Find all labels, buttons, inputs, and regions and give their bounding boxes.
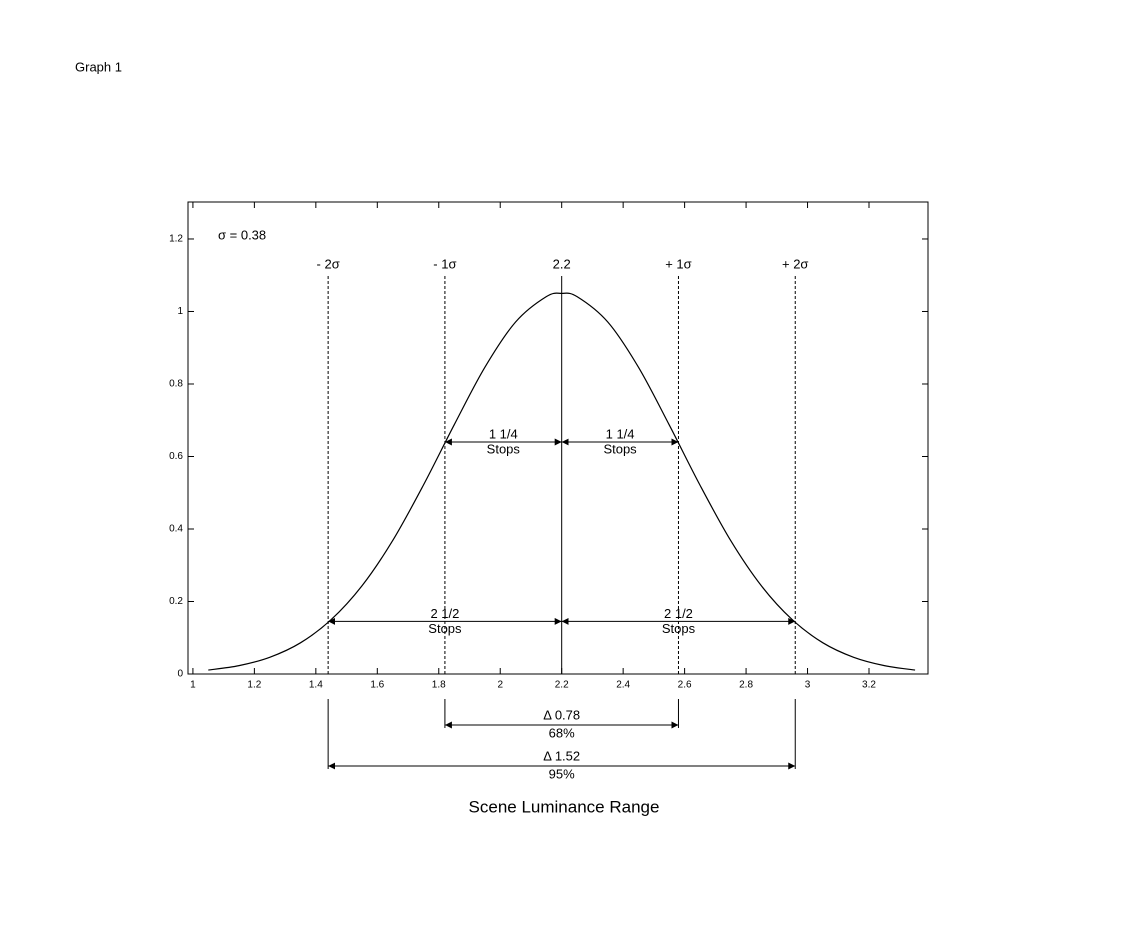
sigma-label: + 1σ <box>665 256 691 271</box>
y-tick-label: 1 <box>177 306 183 317</box>
x-tick-label: 1.2 <box>247 680 261 691</box>
range-label: Δ 0.78 <box>543 707 580 722</box>
y-tick-label: 0.2 <box>169 596 183 607</box>
plot-frame <box>187 201 929 675</box>
y-tick-label: 0.6 <box>169 451 183 462</box>
stops-label: 2 1/2 <box>664 606 693 621</box>
x-tick-label: 1.4 <box>309 680 323 691</box>
x-tick-label: 3 <box>805 680 811 691</box>
x-tick-label: 2.2 <box>555 680 569 691</box>
x-tick-label: 2.4 <box>616 680 630 691</box>
range-label: Δ 1.52 <box>543 748 580 763</box>
stops-sublabel: Stops <box>662 621 696 636</box>
x-tick-label: 2.8 <box>739 680 753 691</box>
x-tick-label: 1.6 <box>370 680 384 691</box>
x-axis-label: Scene Luminance Range <box>469 797 660 816</box>
x-tick-label: 1 <box>190 680 196 691</box>
sigma-label: 2.2 <box>553 256 571 271</box>
x-tick-label: 3.2 <box>862 680 876 691</box>
y-tick-label: 0 <box>177 669 183 680</box>
stops-label: 1 1/4 <box>606 426 635 441</box>
annotation: σ = 0.38 <box>218 227 266 242</box>
stops-label: 2 1/2 <box>430 606 459 621</box>
x-tick-label: 2 <box>497 680 503 691</box>
stops-sublabel: Stops <box>603 441 637 456</box>
chart-title: Graph 1 <box>75 59 122 74</box>
range-sublabel: 95% <box>549 766 575 781</box>
stops-sublabel: Stops <box>487 441 521 456</box>
range-sublabel: 68% <box>549 725 575 740</box>
y-tick-label: 0.8 <box>169 379 183 390</box>
y-tick-label: 1.2 <box>169 234 183 245</box>
sigma-label: - 1σ <box>433 256 456 271</box>
x-tick-label: 1.8 <box>432 680 446 691</box>
y-tick-label: 0.4 <box>169 524 183 535</box>
stops-sublabel: Stops <box>428 621 462 636</box>
stops-label: 1 1/4 <box>489 426 518 441</box>
x-tick-label: 2.6 <box>678 680 692 691</box>
sigma-label: + 2σ <box>782 256 808 271</box>
sigma-label: - 2σ <box>317 256 340 271</box>
